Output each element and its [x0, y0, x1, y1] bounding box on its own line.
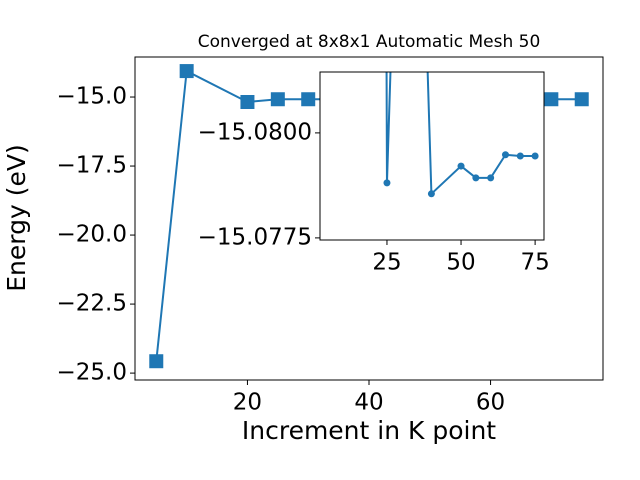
x-tick-label: 20	[233, 390, 262, 416]
x-tick-label: 25	[372, 250, 401, 276]
marker	[270, 92, 285, 107]
marker	[531, 152, 539, 160]
x-tick-label: 40	[354, 390, 383, 416]
axes-frame	[134, 56, 604, 381]
marker	[301, 92, 316, 107]
axes-frame	[319, 71, 545, 241]
y-axis-label: Energy (eV)	[2, 144, 31, 291]
marker	[487, 174, 495, 182]
x-tick-label: 60	[476, 390, 505, 416]
y-tick-label: −15.0	[57, 84, 127, 110]
x-axis-label: Increment in K point	[242, 416, 496, 445]
y-tick-label: −22.5	[57, 291, 127, 317]
y-tick-label: −20.0	[57, 222, 127, 248]
marker	[501, 151, 509, 159]
marker	[516, 152, 524, 160]
x-tick-label: 50	[446, 250, 475, 276]
marker	[240, 94, 255, 109]
y-tick-label: −25.0	[57, 360, 127, 386]
y-tick-label: −17.5	[57, 153, 127, 179]
marker	[149, 354, 164, 369]
x-tick-label: 75	[520, 250, 549, 276]
marker	[472, 174, 480, 182]
y-tick-label: −15.0800	[198, 119, 312, 145]
series	[383, 72, 539, 198]
marker	[457, 162, 465, 170]
marker	[383, 179, 391, 187]
marker	[544, 92, 559, 107]
y-tick-label: −15.0775	[198, 224, 312, 250]
marker	[179, 64, 194, 79]
marker	[574, 92, 589, 107]
chart-title: Converged at 8x8x1 Automatic Mesh 50	[198, 32, 541, 52]
marker	[427, 190, 435, 198]
